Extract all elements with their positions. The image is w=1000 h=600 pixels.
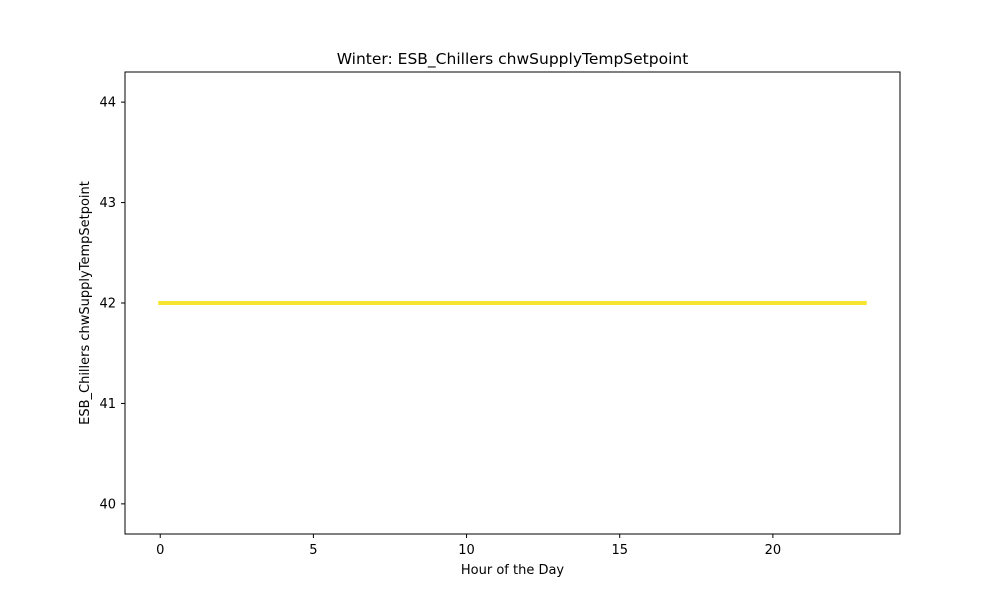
- y-tick-label: 40: [99, 497, 116, 512]
- y-axis-label: ESB_Chillers chwSupplyTempSetpoint: [78, 181, 93, 425]
- y-tick-label: 43: [99, 196, 116, 211]
- x-tick-label: 10: [458, 543, 475, 558]
- y-axis: 40 41 42 43 44: [99, 96, 125, 512]
- x-tick-label: 5: [309, 543, 317, 558]
- y-tick-label: 42: [99, 297, 116, 312]
- chart-title: Winter: ESB_Chillers chwSupplyTempSetpoi…: [337, 50, 689, 69]
- y-tick-label: 41: [99, 397, 116, 412]
- y-tick-label: 44: [99, 96, 116, 111]
- x-tick-label: 0: [156, 543, 164, 558]
- x-tick-label: 15: [611, 543, 628, 558]
- x-axis-label: Hour of the Day: [461, 563, 565, 578]
- x-tick-label: 20: [765, 543, 782, 558]
- x-axis: 0 5 10 15 20: [156, 534, 781, 558]
